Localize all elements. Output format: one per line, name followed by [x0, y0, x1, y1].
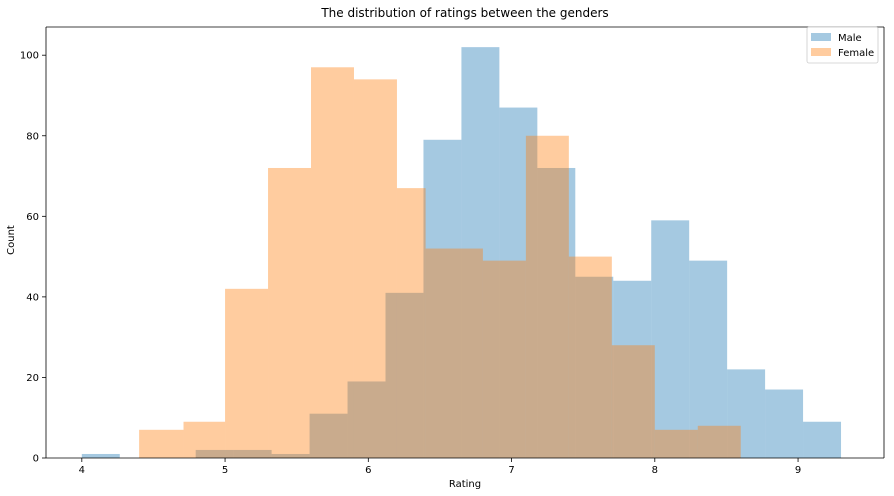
female-bar: [353, 79, 397, 458]
x-tick-label: 4: [79, 465, 85, 476]
male-bar: [347, 381, 386, 458]
y-axis-label: Count: [6, 225, 17, 255]
female-bar: [139, 429, 184, 458]
bars-layer: [81, 47, 842, 459]
legend-swatch-male: [811, 33, 831, 41]
female-bar: [225, 288, 269, 458]
male-bar: [233, 449, 272, 458]
x-tick-label: 9: [795, 465, 801, 476]
y-tick-label: 60: [26, 212, 39, 223]
y-tick-label: 40: [26, 292, 39, 303]
male-bar: [689, 260, 728, 458]
y-tick-label: 80: [26, 131, 39, 142]
male-bar: [575, 276, 614, 458]
male-bar: [309, 413, 348, 458]
x-tick-label: 5: [222, 465, 228, 476]
male-bar: [385, 292, 424, 458]
x-tick-label: 7: [508, 465, 514, 476]
legend-swatch-female: [811, 48, 831, 56]
female-bar: [311, 67, 354, 459]
male-bar: [765, 389, 804, 458]
chart-title: The distribution of ratings between the …: [320, 6, 608, 20]
x-tick-label: 8: [652, 465, 658, 476]
male-bar: [461, 47, 500, 458]
legend-box: [806, 26, 879, 64]
female-bar: [525, 135, 569, 458]
female-bar: [654, 429, 698, 458]
female-bar: [183, 421, 226, 458]
male-bar: [271, 453, 310, 458]
male-bar: [651, 220, 690, 458]
x-tick-label: 6: [365, 465, 371, 476]
female-bar: [568, 256, 612, 458]
male-bar: [727, 369, 766, 458]
y-tick-label: 0: [33, 454, 39, 465]
female-bar: [482, 260, 526, 458]
male-bar: [537, 167, 576, 458]
male-bar: [803, 421, 842, 458]
female-bar: [697, 425, 741, 458]
axes-layer: 4 5 6 7 8 9 0 20 40 60 80 100: [20, 26, 885, 476]
female-bar: [268, 167, 312, 458]
male-bar: [195, 449, 234, 458]
male-bar: [613, 280, 652, 458]
legend-label-male: Male: [838, 33, 862, 44]
male-bar: [81, 453, 120, 458]
female-bar: [396, 188, 426, 458]
female-bar: [425, 248, 483, 458]
y-tick-label: 100: [20, 51, 39, 62]
y-tick-label: 20: [26, 373, 39, 384]
legend-label-female: Female: [838, 48, 874, 59]
male-bar: [423, 139, 462, 459]
x-axis-label: Rating: [449, 479, 481, 490]
female-bar: [611, 345, 655, 458]
male-bar: [499, 107, 538, 459]
legend: Male Female: [806, 26, 879, 64]
